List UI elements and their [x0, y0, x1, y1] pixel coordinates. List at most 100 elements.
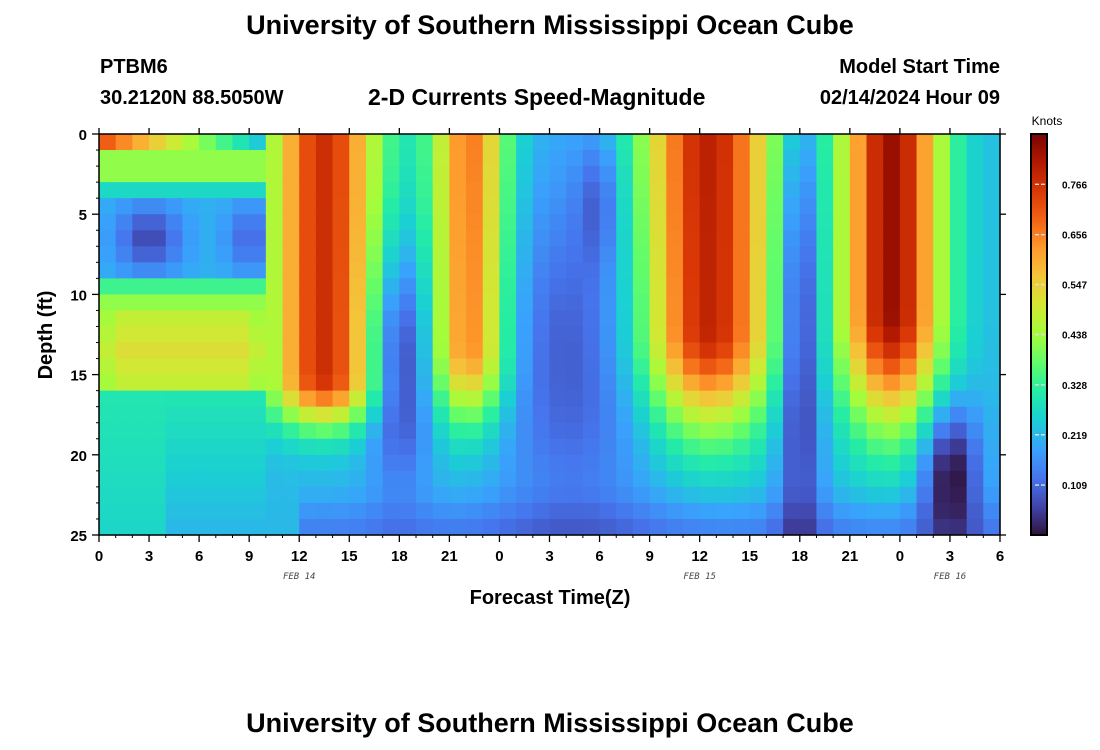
- heatmap-cell: [215, 486, 234, 504]
- heatmap-cell: [833, 518, 851, 536]
- heatmap-cell: [199, 358, 217, 376]
- heatmap-cell: [799, 278, 818, 295]
- heatmap-cell: [232, 390, 250, 408]
- heatmap-cell: [382, 198, 400, 215]
- heatmap-cell: [549, 438, 567, 456]
- heatmap-cell: [532, 294, 551, 312]
- heatmap-cell: [182, 294, 200, 312]
- heatmap-cell: [382, 502, 400, 520]
- heatmap-cell: [416, 294, 434, 312]
- heatmap-cell: [432, 486, 450, 504]
- heatmap-cell: [816, 422, 834, 440]
- heatmap-cell: [516, 358, 534, 376]
- heatmap-cell: [783, 406, 801, 424]
- heatmap-cell: [883, 486, 901, 504]
- heatmap-cell: [799, 246, 818, 263]
- heatmap-cell: [499, 198, 517, 215]
- heatmap-cell: [933, 246, 951, 263]
- heatmap-cell: [382, 214, 400, 231]
- heatmap-cell: [215, 134, 234, 151]
- heatmap-cell: [432, 454, 450, 472]
- heatmap-cell: [149, 438, 167, 456]
- heatmap-cell: [365, 294, 384, 312]
- heatmap-cell: [899, 342, 918, 360]
- heatmap-cell: [432, 406, 450, 424]
- heatmap-cell: [265, 422, 284, 440]
- heatmap-cell: [582, 198, 601, 215]
- heatmap-cell: [215, 358, 234, 376]
- heatmap-cell: [349, 166, 367, 183]
- heatmap-cell: [766, 358, 784, 376]
- heatmap-cell: [682, 230, 701, 247]
- heatmap-cell: [416, 486, 434, 504]
- heatmap-cell: [532, 390, 551, 408]
- heatmap-cell: [399, 502, 417, 520]
- heatmap-cell: [966, 374, 984, 392]
- heatmap-cell: [99, 310, 117, 328]
- heatmap-cell: [449, 470, 467, 488]
- heatmap-cell: [132, 230, 150, 247]
- heatmap-cell: [99, 262, 117, 279]
- heatmap-cell: [983, 278, 1001, 295]
- heatmap-cell: [299, 390, 317, 408]
- heatmap-cell: [282, 358, 300, 376]
- heatmap-cell: [699, 438, 717, 456]
- heatmap-cell: [566, 518, 584, 536]
- heatmap-cell: [566, 310, 584, 328]
- heatmap-cell: [582, 438, 601, 456]
- heatmap-cell: [933, 182, 951, 199]
- heatmap-cell: [149, 182, 167, 199]
- heatmap-cell: [365, 262, 384, 279]
- x-tick-label: 9: [245, 548, 253, 565]
- heatmap-cell: [249, 294, 267, 312]
- colorbar-tick-label: 0.656: [1062, 231, 1087, 242]
- heatmap-cell: [916, 342, 934, 360]
- heatmap-cell: [215, 278, 234, 295]
- heatmap-cell: [916, 262, 934, 279]
- heatmap-cell: [983, 166, 1001, 183]
- heatmap-cell: [566, 454, 584, 472]
- heatmap-cell: [566, 262, 584, 279]
- heatmap-cell: [99, 518, 117, 536]
- heatmap-cell: [899, 454, 918, 472]
- heatmap-cell: [499, 358, 517, 376]
- heatmap-cell: [315, 230, 334, 247]
- heatmap-cell: [416, 422, 434, 440]
- heatmap-cell: [165, 390, 184, 408]
- heatmap-cell: [182, 214, 200, 231]
- heatmap-cell: [516, 502, 534, 520]
- heatmap-cell: [833, 502, 851, 520]
- heatmap-cell: [632, 182, 651, 199]
- heatmap-cell: [666, 470, 684, 488]
- heatmap-cell: [466, 182, 484, 199]
- heatmap-cell: [833, 214, 851, 231]
- heatmap-cell: [983, 182, 1001, 199]
- heatmap-cell: [399, 342, 417, 360]
- heatmap-cell: [733, 326, 751, 344]
- heatmap-cell: [933, 262, 951, 279]
- heatmap-cell: [833, 486, 851, 504]
- heatmap-cell: [365, 342, 384, 360]
- heatmap-cell: [165, 198, 184, 215]
- heatmap-cell: [916, 150, 934, 167]
- heatmap-cell: [649, 502, 667, 520]
- heatmap-cell: [382, 406, 400, 424]
- heatmap-cell: [766, 502, 784, 520]
- heatmap-cell: [682, 294, 701, 312]
- heatmap-cell: [983, 358, 1001, 376]
- heatmap-cell: [482, 518, 501, 536]
- heatmap-cell: [149, 358, 167, 376]
- heatmap-cell: [783, 166, 801, 183]
- heatmap-cell: [616, 454, 634, 472]
- heatmap-cell: [616, 294, 634, 312]
- heatmap-cell: [749, 486, 768, 504]
- heatmap-cell: [582, 422, 601, 440]
- station-coordinates: 30.2120N 88.5050W: [100, 87, 284, 109]
- heatmap-cell: [666, 198, 684, 215]
- heatmap-cell: [332, 230, 350, 247]
- heatmap-cell: [249, 518, 267, 536]
- heatmap-cell: [532, 454, 551, 472]
- heatmap-cell: [616, 374, 634, 392]
- heatmap-cell: [466, 262, 484, 279]
- heatmap-cell: [883, 198, 901, 215]
